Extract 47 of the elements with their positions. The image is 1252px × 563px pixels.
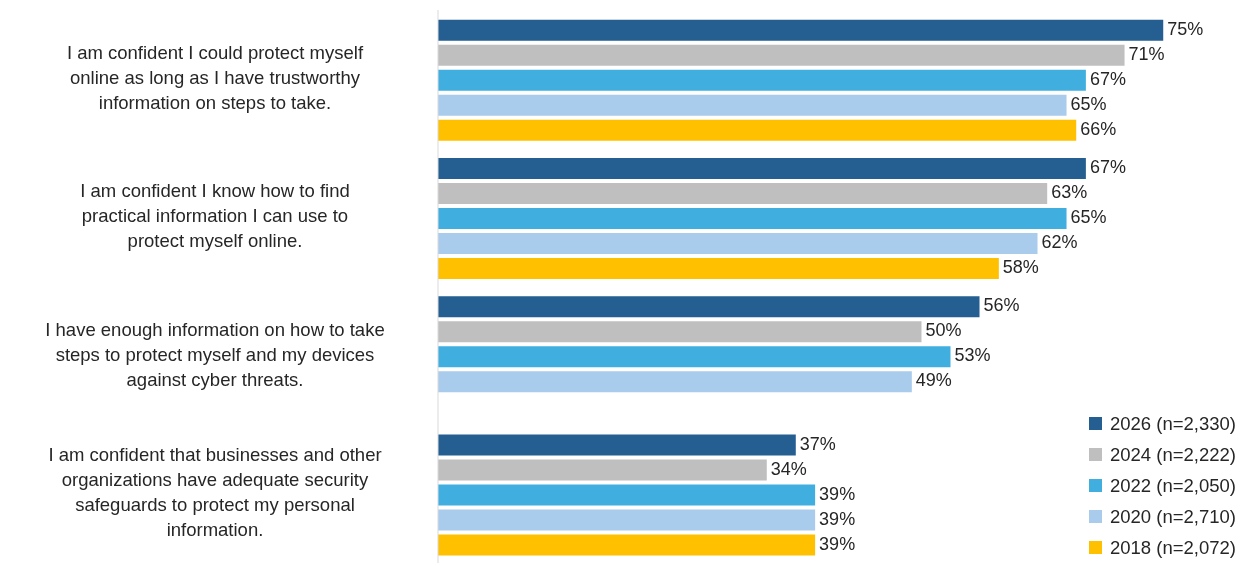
bar: [438, 157, 1086, 179]
data-label: 34%: [770, 458, 807, 479]
bar: [438, 371, 912, 393]
y-tick-label: I am confident I could protect myself online as long as I have trustworthy information on steps to take.: [66, 42, 364, 114]
data-label: 65%: [1070, 207, 1107, 228]
data-label: 71%: [1128, 43, 1165, 64]
data-label: 39%: [819, 533, 856, 554]
bar: [438, 434, 796, 456]
legend-label: 2024 (n=2,222): [1109, 443, 1236, 466]
bar: [438, 346, 951, 368]
data-label: 63%: [1051, 182, 1088, 203]
bar: [438, 296, 980, 318]
data-label: 65%: [1070, 93, 1107, 114]
bar: [438, 119, 1077, 141]
data-label: 37%: [799, 433, 836, 454]
bar: [438, 207, 1067, 229]
data-label: 75%: [1167, 18, 1204, 39]
data-label: 39%: [819, 483, 856, 504]
bar: [438, 69, 1086, 91]
bar: [438, 257, 999, 279]
legend-label: 2018 (n=2,072): [1109, 536, 1236, 559]
data-label: 39%: [819, 508, 856, 529]
bar: [438, 94, 1067, 116]
bar: [438, 321, 922, 343]
bar: [438, 459, 767, 481]
data-label: 50%: [925, 320, 962, 341]
data-label: 53%: [954, 345, 991, 366]
bar: [438, 509, 816, 531]
bar: [438, 19, 1164, 41]
data-label: 56%: [983, 295, 1020, 316]
data-label: 67%: [1089, 68, 1126, 89]
legend-label: 2020 (n=2,710): [1109, 505, 1236, 528]
legend-label: 2026 (n=2,330): [1109, 412, 1236, 435]
bar: [438, 232, 1038, 254]
data-label: 49%: [915, 370, 952, 391]
bar: [438, 534, 816, 556]
data-label: 67%: [1089, 157, 1126, 178]
y-tick-label: I have enough information on how to take steps to protect myself and my devices against cyber threats.: [45, 318, 385, 390]
y-tick-label: I am confident that businesses and other organizations have adequate security safeguards to protect my personal information.: [48, 444, 382, 541]
bar: [438, 44, 1125, 66]
y-tick-label: I am confident I know how to find practical information I can use to protect myself online.: [80, 180, 350, 252]
legend-label: 2022 (n=2,050): [1109, 474, 1236, 497]
bar: [438, 182, 1048, 204]
data-label: 62%: [1041, 232, 1078, 253]
data-label: 58%: [1002, 257, 1039, 278]
bar: [438, 484, 816, 506]
data-label: 66%: [1080, 118, 1117, 139]
